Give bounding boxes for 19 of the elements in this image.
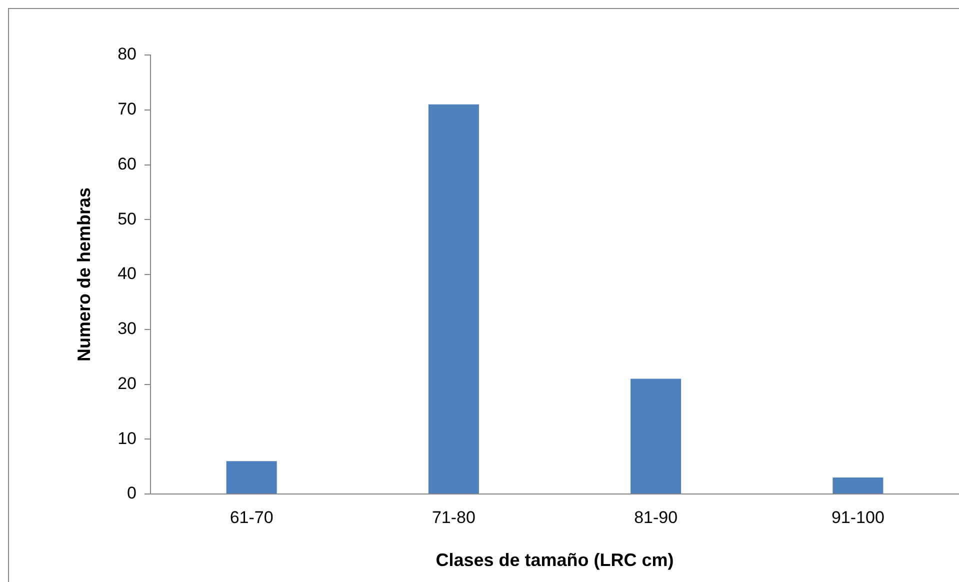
bar [428,104,479,494]
x-axis-title: Clases de tamaño (LRC cm) [436,550,674,570]
x-tick-label: 61-70 [230,508,274,527]
x-tick-label: 81-90 [634,508,678,527]
bar [226,461,277,494]
y-tick-label: 30 [118,319,137,338]
x-tick-label: 91-100 [831,508,884,527]
y-tick-label: 0 [127,484,137,503]
y-tick-label: 40 [118,264,137,284]
y-tick-label: 80 [118,44,137,64]
y-axis-title: Numero de hembras [74,187,94,362]
bar [630,378,682,494]
x-tick-label: 71-80 [432,508,476,527]
y-tick-label: 20 [118,374,137,393]
y-tick-label: 50 [118,209,137,228]
y-tick-label: 60 [118,154,137,174]
bar [832,478,884,494]
y-tick-label: 10 [118,428,137,448]
y-tick-label: 70 [118,100,137,119]
